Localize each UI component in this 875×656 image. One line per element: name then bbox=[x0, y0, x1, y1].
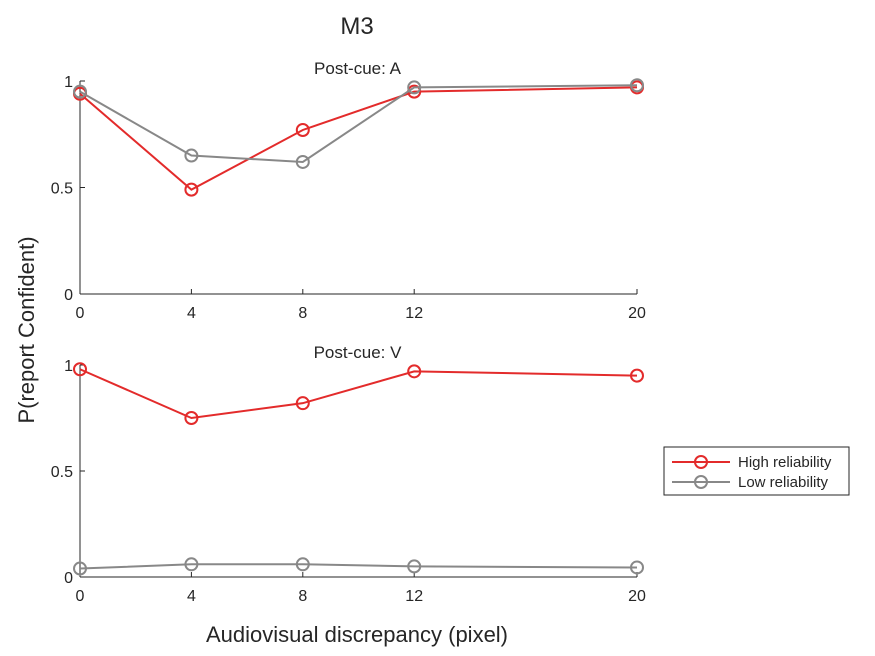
figure-title: M3 bbox=[340, 13, 373, 40]
data-point-low-reliability bbox=[295, 154, 310, 169]
panel-title: Post-cue: V bbox=[314, 343, 403, 362]
y-tick-label: 0.5 bbox=[51, 464, 73, 481]
data-point-low-reliability bbox=[407, 80, 422, 95]
x-tick-label: 4 bbox=[187, 305, 196, 322]
y-axis-label: P(report Confident) bbox=[14, 236, 39, 423]
series-line-low-reliability bbox=[79, 84, 638, 163]
x-tick-label: 4 bbox=[187, 588, 196, 605]
x-tick-label: 8 bbox=[298, 305, 307, 322]
panel-post-cue-a: Post-cue: A 0 4 8 12 20 0 0.5 1 bbox=[51, 59, 646, 322]
legend-label-high: High reliability bbox=[738, 454, 832, 471]
data-point-low-reliability bbox=[630, 78, 644, 93]
series-line-low-reliability bbox=[79, 563, 638, 570]
data-point-low-reliability bbox=[630, 560, 644, 575]
data-point-low-reliability bbox=[295, 557, 310, 572]
legend-marker-high bbox=[694, 455, 708, 469]
x-tick-label: 20 bbox=[628, 588, 646, 605]
y-tick-label: 0.5 bbox=[51, 181, 73, 198]
data-point-low-reliability bbox=[407, 559, 422, 574]
x-tick-label: 0 bbox=[76, 588, 85, 605]
y-tick-label: 0 bbox=[64, 570, 73, 587]
legend-box bbox=[663, 446, 850, 496]
legend-marker-low bbox=[694, 475, 708, 489]
data-point-high-reliability bbox=[295, 396, 310, 411]
data-point-high-reliability bbox=[295, 122, 310, 137]
data-point-low-reliability bbox=[73, 84, 87, 99]
data-point-low-reliability bbox=[73, 561, 87, 576]
data-point-high-reliability bbox=[407, 364, 422, 379]
series-line-high-reliability bbox=[79, 368, 638, 420]
y-tick-label: 0 bbox=[64, 287, 73, 304]
panel-title: Post-cue: A bbox=[314, 59, 402, 78]
x-tick-label: 20 bbox=[628, 305, 646, 322]
legend-label-low: Low reliability bbox=[738, 474, 829, 491]
x-tick-label: 12 bbox=[405, 305, 423, 322]
y-tick-label: 1 bbox=[64, 358, 73, 375]
data-point-high-reliability bbox=[73, 362, 87, 377]
series-line-high-reliability bbox=[79, 86, 638, 191]
y-tick-label: 1 bbox=[64, 74, 73, 91]
x-tick-label: 12 bbox=[405, 588, 423, 605]
legend: High reliability Low reliability bbox=[663, 446, 850, 496]
x-axis-label: Audiovisual discrepancy (pixel) bbox=[206, 622, 508, 647]
data-point-low-reliability bbox=[184, 557, 199, 572]
data-point-high-reliability bbox=[184, 182, 199, 197]
x-tick-label: 0 bbox=[76, 305, 85, 322]
data-point-high-reliability bbox=[630, 368, 644, 383]
data-point-high-reliability bbox=[184, 411, 199, 425]
data-point-low-reliability bbox=[184, 148, 199, 163]
x-tick-label: 8 bbox=[298, 588, 307, 605]
panel-post-cue-v: Post-cue: V 0 4 8 12 20 0 0.5 1 bbox=[51, 343, 646, 605]
